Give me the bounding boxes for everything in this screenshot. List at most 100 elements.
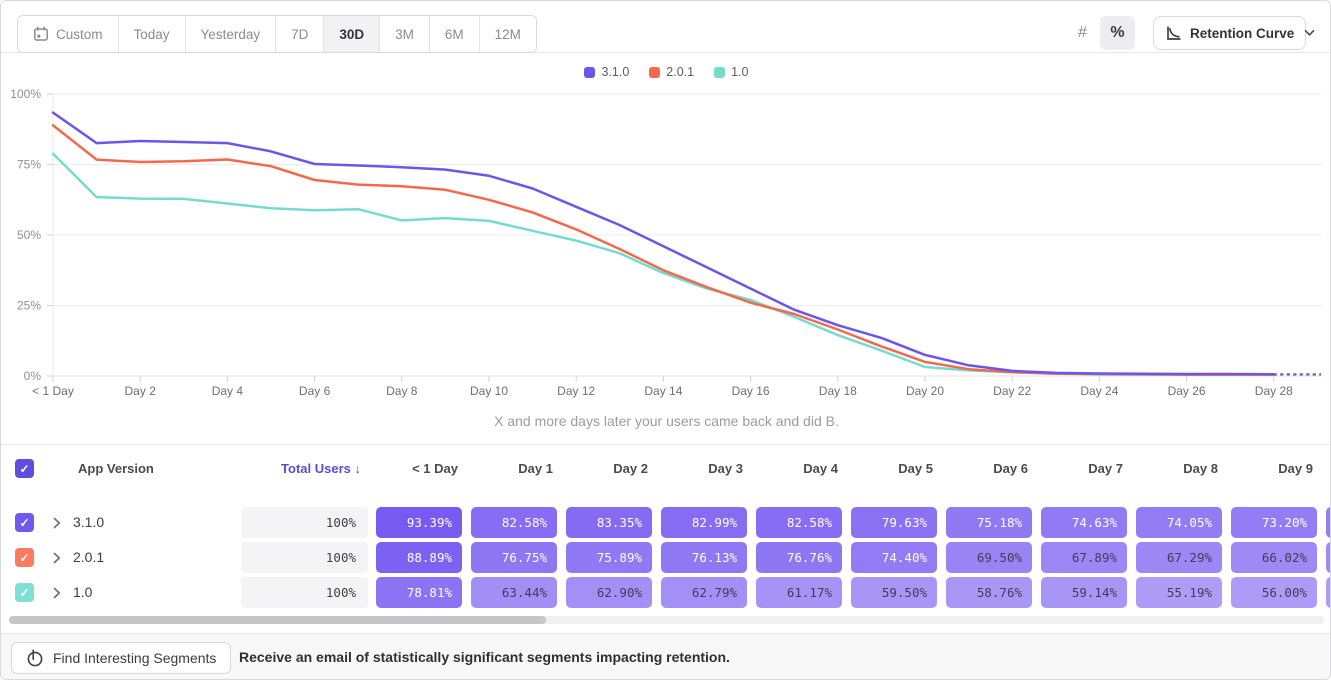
retention-cell[interactable]: 67.29% [1136,542,1222,573]
retention-cell[interactable]: 61.17% [756,577,842,608]
column-header-day-8[interactable]: Day 8 [1183,461,1218,476]
retention-cell[interactable]: 59.14% [1041,577,1127,608]
column-header-day-4[interactable]: Day 4 [803,461,838,476]
retention-cell[interactable]: 79.63% [851,507,937,538]
retention-cell[interactable]: 76.75% [471,542,557,573]
find-interesting-segments-button[interactable]: Find Interesting Segments [11,642,232,674]
range-button-6m[interactable]: 6M [429,16,480,52]
retention-cell[interactable]: 63.44% [471,577,557,608]
column-header-day-7[interactable]: Day 7 [1088,461,1123,476]
expand-chevron-icon[interactable] [53,517,61,529]
row-checkbox-2-0-1[interactable]: ✓ [15,548,34,567]
column-header-day-1[interactable]: Day 1 [518,461,553,476]
row-label: 3.1.0 [73,514,105,530]
retention-cell[interactable]: 75.18% [946,507,1032,538]
y-axis-label: 75% [17,158,41,172]
y-axis-label: 100% [10,87,41,101]
retention-cell[interactable]: 56.00% [1231,577,1317,608]
retention-cell[interactable]: 93.39% [376,507,462,538]
column-header-day-2[interactable]: Day 2 [613,461,648,476]
range-button-yesterday[interactable]: Yesterday [185,16,277,52]
x-axis-label: Day 12 [557,384,595,398]
horizontal-scrollbar-thumb[interactable] [9,616,546,624]
legend-swatch-icon [714,66,726,78]
retention-cell[interactable]: 82.99% [661,507,747,538]
retention-cell[interactable]: 82.58% [756,507,842,538]
range-button-30d[interactable]: 30D [324,16,381,52]
segments-circle-icon [26,649,44,667]
x-axis-label: < 1 Day [32,384,74,398]
column-header-day-5[interactable]: Day 5 [898,461,933,476]
total-users-cell: 100% [241,542,368,573]
legend-swatch-icon [649,66,661,78]
series-line-1-0[interactable] [51,152,1232,376]
legend-item-3-1-0[interactable]: 3.1.0 [584,65,629,79]
legend-item-2-0-1[interactable]: 2.0.1 [649,65,694,79]
row-checkbox-1-0[interactable]: ✓ [15,583,34,602]
breakdown-table: ✓ App Version Total Users ↓ < 1 Day Day 1 Day… [1,444,1330,633]
legend-label: 3.1.0 [601,65,630,79]
retention-cell[interactable]: 76.76% [756,542,842,573]
range-button-3m[interactable]: 3M [380,16,430,52]
chevron-down-icon [1304,29,1315,37]
series-line-3-1-0[interactable] [51,111,1276,376]
expand-chevron-icon[interactable] [53,552,61,564]
x-axis-label: Day 4 [212,384,244,398]
retention-cell[interactable]: 82.58% [471,507,557,538]
table-row-2-0-1: ✓ 2.0.1 100% 88.89% 76.75% 75.89% 76.13% 76.76%… [1,542,1330,573]
range-button-label: 3M [395,26,414,42]
retention-cell[interactable]: 66.02% [1231,542,1317,573]
retention-cell[interactable]: 73.20% [1231,507,1317,538]
retention-cell[interactable]: 76.13% [661,542,747,573]
range-button-custom[interactable]: Custom [18,16,119,52]
column-header-total-users[interactable]: Total Users ↓ [281,461,361,476]
retention-cell[interactable]: 74.05% [1136,507,1222,538]
range-button-label: 6M [444,26,464,42]
toggle-absolute-numbers[interactable]: # [1078,24,1087,41]
retention-cell[interactable]: 69.50% [946,542,1032,573]
retention-cell[interactable]: 78.81% [376,577,462,608]
range-button-12m[interactable]: 12M [479,16,536,52]
retention-cell[interactable]: 67.89% [1041,542,1127,573]
column-header-day-6[interactable]: Day 6 [993,461,1028,476]
footer-message: Receive an email of statistically signif… [239,649,730,665]
column-header-day-9[interactable]: Day 9 [1278,461,1313,476]
column-header-app-version[interactable]: App Version [78,461,154,476]
range-button-label: Today [133,26,170,42]
x-axis-label: Day 18 [819,384,857,398]
expand-chevron-icon[interactable] [53,587,61,599]
range-button-today[interactable]: Today [118,16,186,52]
retention-cell[interactable]: 74.40% [851,542,937,573]
retention-cell[interactable]: 88.89% [376,542,462,573]
retention-cell[interactable]: 62.90% [566,577,652,608]
chart-type-dropdown[interactable]: Retention Curve [1153,16,1315,50]
retention-cell[interactable]: 75.89% [566,542,652,573]
total-users-cell: 100% [241,577,368,608]
toggle-percentages[interactable]: % [1100,16,1135,50]
chart-subtitle: X and more days later your users came ba… [494,413,839,429]
date-range-control: Custom Today Yesterday 7D 30D 3M 6M 12M [17,15,537,53]
retention-cell[interactable]: 83.35% [566,507,652,538]
retention-cell[interactable]: 59.50% [851,577,937,608]
legend-item-1-0[interactable]: 1.0 [714,65,749,79]
total-users-cell: 100% [241,507,368,538]
select-all-checkbox[interactable]: ✓ [15,459,34,478]
retention-cell[interactable]: 58.76% [946,577,1032,608]
column-header-1-day[interactable]: < 1 Day [412,461,458,476]
y-axis-label: 50% [17,228,41,242]
retention-cell[interactable]: 55.19% [1136,577,1222,608]
segments-button-label: Find Interesting Segments [53,650,217,666]
table-row-1-0: ✓ 1.0 100% 78.81% 63.44% 62.90% 62.79% 61.17% 59… [1,577,1330,608]
x-axis-label: Day 16 [732,384,770,398]
range-button-7d[interactable]: 7D [276,16,325,52]
horizontal-scrollbar-track[interactable] [9,616,1324,624]
row-checkbox-3-1-0[interactable]: ✓ [15,513,34,532]
retention-cell[interactable]: 74.63% [1041,507,1127,538]
row-label: 1.0 [73,584,93,600]
legend-label: 2.0.1 [666,65,695,79]
range-button-label: 12M [494,26,521,42]
retention-cell[interactable]: 62.79% [661,577,747,608]
column-header-day-3[interactable]: Day 3 [708,461,743,476]
series-line-2-0-1[interactable] [51,124,1276,376]
table-row-3-1-0: ✓ 3.1.0 100% 93.39% 82.58% 83.35% 82.99% 82.58%… [1,507,1330,538]
